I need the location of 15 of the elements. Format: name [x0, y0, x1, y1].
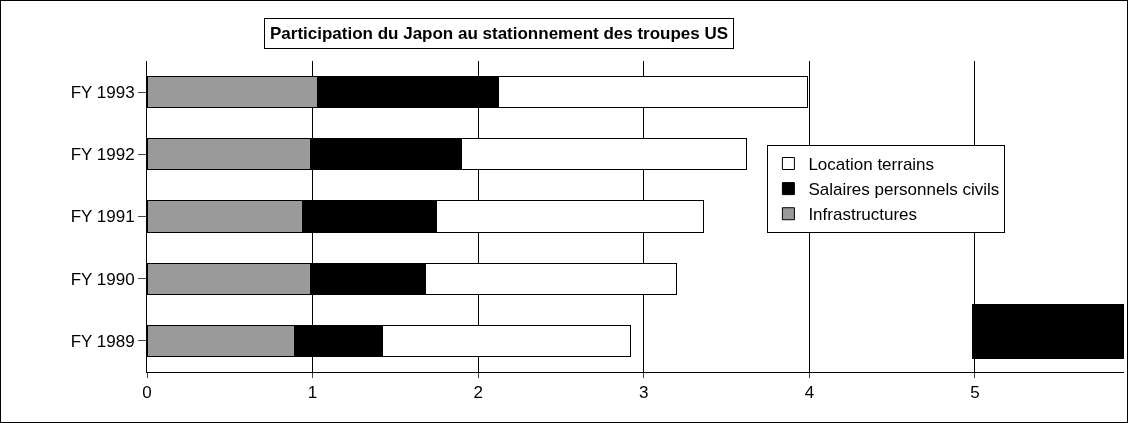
y-tick-label: FY 1989 [70, 331, 135, 351]
x-tick-label: 4 [804, 383, 815, 403]
y-tick-label: FY 1993 [70, 83, 135, 103]
x-tick-label: 5 [970, 383, 980, 403]
chart-title: Participation du Japon au stationnement des troupes US [270, 24, 729, 43]
x-tick-label: 0 [142, 383, 152, 403]
y-tick-label: FY 1991 [70, 207, 135, 227]
x-tick-label: 3 [639, 383, 649, 403]
x-tick-label: 2 [473, 383, 483, 403]
y-tick-label: FY 1990 [70, 269, 135, 289]
y-tick-label: FY 1992 [70, 145, 135, 165]
legend-label: Salaires personnels civils [808, 180, 1000, 200]
x-tick-label: 1 [307, 383, 318, 403]
legend-label: Infrastructures [808, 205, 918, 225]
legend-label: Location terrains [808, 155, 935, 175]
